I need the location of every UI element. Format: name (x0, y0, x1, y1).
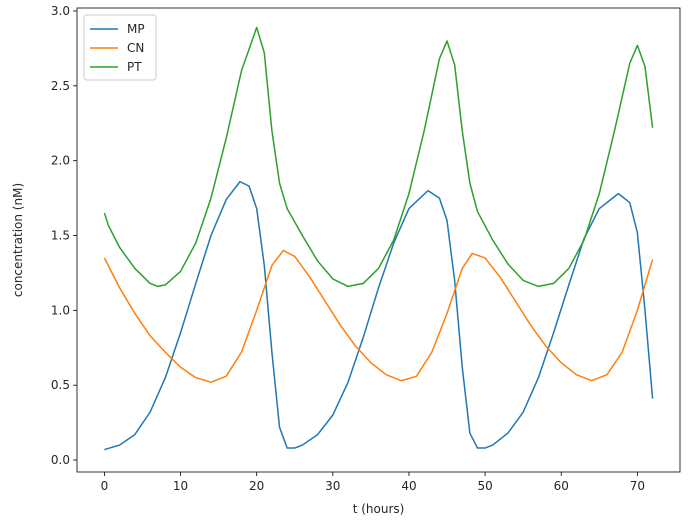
y-tick-label: 1.5 (51, 229, 70, 243)
x-axis-ticks: 0 10 20 30 40 50 60 70 (101, 472, 645, 493)
series-line-cn (103, 249, 654, 383)
plot-frame (76, 7, 681, 473)
axes-frame (76, 7, 681, 473)
y-tick-label: 2.5 (51, 79, 70, 93)
y-tick-label: 0.0 (51, 453, 70, 467)
legend: MP CN PT (83, 14, 157, 81)
y-axis-ticks: 0.0 0.5 1.0 1.5 2.0 2.5 3.0 (51, 4, 77, 467)
x-tick-label: 60 (554, 479, 569, 493)
y-tick-label: 2.0 (51, 154, 70, 168)
x-tick-label: 40 (401, 479, 416, 493)
series-layer (103, 26, 654, 451)
legend-label-cn: CN (127, 41, 144, 55)
x-tick-label: 10 (173, 479, 188, 493)
y-tick-label: 3.0 (51, 4, 70, 18)
x-axis-label: t (hours) (353, 502, 405, 516)
series-line-mp (104, 180, 654, 451)
x-tick-label: 0 (101, 479, 109, 493)
legend-label-pt: PT (127, 60, 142, 74)
x-tick-label: 30 (325, 479, 340, 493)
plot-background (77, 8, 680, 472)
legend-box (83, 14, 157, 81)
series-line-pt (103, 26, 654, 288)
y-tick-label: 1.0 (51, 303, 70, 317)
x-tick-label: 50 (477, 479, 492, 493)
y-axis-label: concentration (nM) (11, 183, 25, 297)
x-tick-label: 70 (630, 479, 645, 493)
legend-label-mp: MP (127, 22, 145, 36)
x-tick-label: 20 (249, 479, 264, 493)
y-tick-label: 0.5 (51, 378, 70, 392)
